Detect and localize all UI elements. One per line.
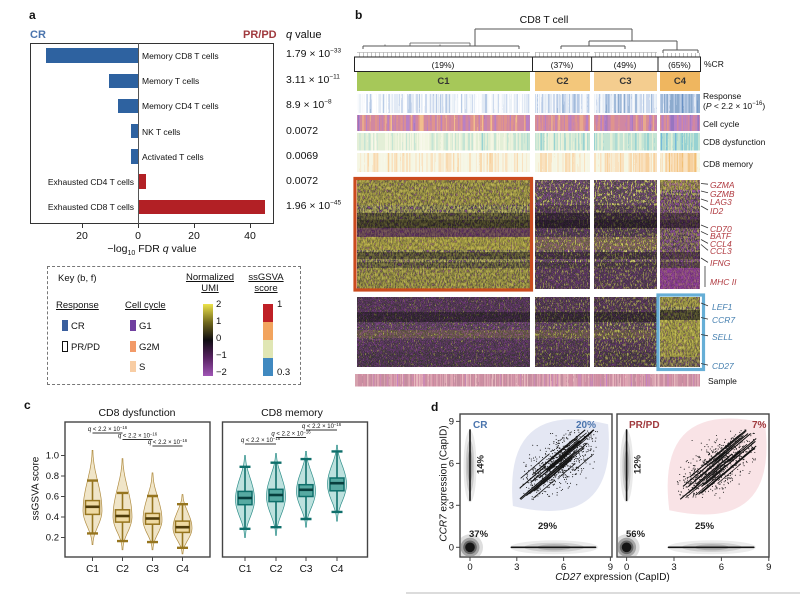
svg-text:9: 9 bbox=[449, 416, 454, 427]
svg-text:q < 2.2 × 10−16: q < 2.2 × 10−16 bbox=[271, 429, 311, 438]
svg-text:3: 3 bbox=[671, 562, 676, 573]
svg-text:q < 2.2 × 10−16: q < 2.2 × 10−16 bbox=[88, 425, 128, 434]
svg-text:C4: C4 bbox=[176, 564, 189, 575]
svg-text:6: 6 bbox=[449, 458, 454, 469]
svg-text:1.0: 1.0 bbox=[46, 451, 59, 462]
svg-text:C1: C1 bbox=[86, 564, 99, 575]
svg-text:6: 6 bbox=[561, 562, 566, 573]
svg-text:0: 0 bbox=[449, 542, 454, 553]
svg-text:0.6: 0.6 bbox=[46, 492, 59, 503]
svg-text:9: 9 bbox=[766, 562, 771, 573]
svg-text:3: 3 bbox=[514, 562, 519, 573]
svg-text:q < 2.2 × 10−16: q < 2.2 × 10−16 bbox=[302, 422, 342, 431]
svg-text:C2: C2 bbox=[270, 564, 283, 575]
svg-text:C3: C3 bbox=[300, 564, 313, 575]
svg-text:0: 0 bbox=[624, 562, 629, 573]
svg-text:C2: C2 bbox=[116, 564, 129, 575]
svg-text:0.8: 0.8 bbox=[46, 471, 59, 482]
svg-text:9: 9 bbox=[608, 562, 613, 573]
svg-text:C4: C4 bbox=[331, 564, 344, 575]
svg-text:0.2: 0.2 bbox=[46, 533, 59, 544]
svg-text:0.4: 0.4 bbox=[46, 512, 59, 523]
svg-text:6: 6 bbox=[719, 562, 724, 573]
svg-text:3: 3 bbox=[449, 500, 454, 511]
svg-text:C1: C1 bbox=[239, 564, 252, 575]
svg-text:q < 2.2 × 10−16: q < 2.2 × 10−16 bbox=[148, 438, 188, 447]
svg-text:q < 2.2 × 10−16: q < 2.2 × 10−16 bbox=[241, 436, 281, 445]
svg-text:q < 2.2 × 10−16: q < 2.2 × 10−16 bbox=[118, 431, 158, 440]
svg-text:C3: C3 bbox=[146, 564, 159, 575]
svg-text:0: 0 bbox=[467, 562, 472, 573]
